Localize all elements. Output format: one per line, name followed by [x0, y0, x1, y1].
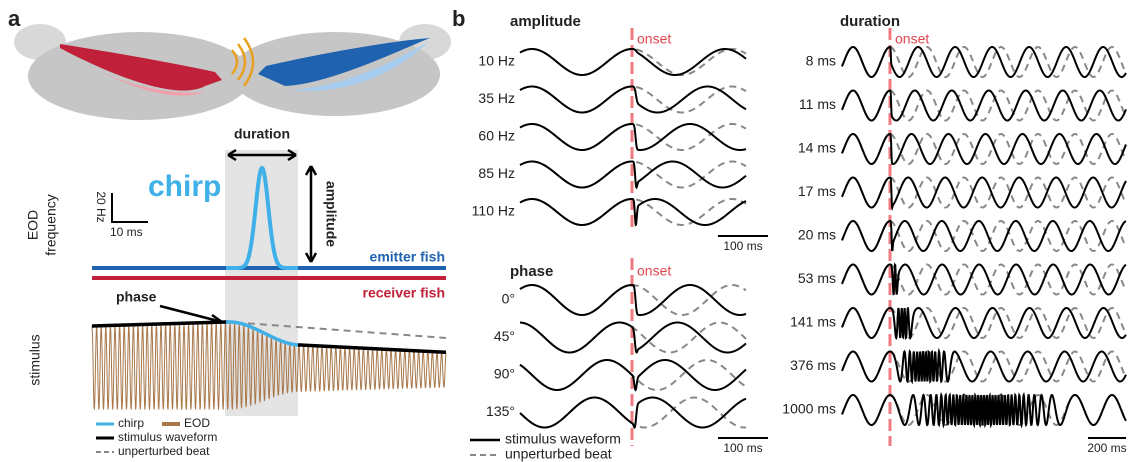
panel-title: phase: [510, 263, 553, 280]
amplitude-arrow: [306, 166, 316, 262]
row-label: 35 Hz: [478, 90, 515, 106]
row-label: 0°: [502, 291, 515, 307]
phase-label: phase: [116, 289, 157, 305]
panel-title: duration: [840, 13, 900, 30]
row-label: 14 ms: [798, 140, 836, 156]
legend-label: stimulus waveform: [118, 430, 217, 444]
row-label: 17 ms: [798, 183, 836, 199]
legend-label: unperturbed beat: [505, 446, 612, 462]
panel-label: b: [452, 6, 465, 31]
time-scale-label: 200 ms: [1087, 441, 1126, 455]
row-label: 135°: [486, 403, 515, 419]
row-label: 85 Hz: [478, 165, 515, 181]
legend: stimulus waveform unperturbed beat: [470, 431, 621, 462]
stimulus-waveform: [842, 221, 1126, 251]
time-scale-label: 100 ms: [723, 239, 762, 253]
receiver-label: receiver fish: [363, 285, 446, 301]
row-label: 376 ms: [790, 357, 836, 373]
waveform-panels: amplitude onset 10 Hz 35 Hz 60 Hz 85 Hz 110 Hz…: [472, 13, 1127, 455]
chirp-label: chirp: [148, 170, 221, 203]
panel-label: a: [8, 6, 21, 31]
y-label: EOD: [25, 210, 41, 240]
phase-arrow: [160, 306, 222, 323]
legend-label: chirp: [118, 416, 144, 430]
emitter-label: emitter fish: [370, 249, 445, 265]
row-label: 141 ms: [790, 314, 836, 330]
panel-title: amplitude: [510, 13, 581, 30]
row-label: 10 Hz: [478, 53, 515, 69]
amplitude-label: amplitude: [323, 181, 339, 247]
onset-label: onset: [637, 31, 671, 47]
stimulus-waveform: [842, 134, 1126, 164]
legend: chirp EOD stimulus waveform unperturbed …: [96, 416, 217, 458]
scale-y: 20 Hz: [94, 191, 108, 222]
row-label: 11 ms: [799, 96, 836, 112]
time-scale-label: 100 ms: [723, 441, 762, 455]
stimulus-waveform: [842, 352, 1126, 382]
figure: a duration amplitude 20 Hz 10 ms chirp E…: [0, 0, 1132, 462]
legend-label: unperturbed beat: [118, 444, 210, 458]
stimulus-waveform: [842, 308, 1126, 338]
stimulus-waveform: [842, 265, 1126, 295]
row-label: 90°: [494, 366, 515, 382]
scale-bar: [112, 193, 148, 222]
legend-label: EOD: [184, 416, 210, 430]
stimulus-waveform: [842, 47, 1126, 77]
row-label: 8 ms: [806, 53, 836, 69]
stimulus-label: stimulus: [27, 334, 43, 385]
onset-label: onset: [895, 31, 929, 47]
legend-label: stimulus waveform: [505, 431, 621, 447]
scale-x: 10 ms: [110, 225, 143, 239]
fish-illustration: [14, 24, 451, 120]
waveform-panel: phase onset 0° 45° 90° 135° 100 ms: [486, 258, 768, 455]
waveform-panel: amplitude onset 10 Hz 35 Hz 60 Hz 85 Hz 110 Hz…: [472, 13, 768, 253]
row-label: 1000 ms: [782, 401, 836, 417]
row-label: 53 ms: [798, 270, 836, 286]
row-label: 60 Hz: [478, 128, 515, 144]
row-label: 20 ms: [798, 227, 836, 243]
row-label: 45°: [494, 328, 515, 344]
stimulus-waveform: [842, 91, 1126, 121]
y-label: frequency: [43, 194, 59, 255]
stimulus-waveform: [842, 178, 1126, 208]
stimulus-waveform: [842, 395, 1126, 425]
duration-label: duration: [234, 126, 290, 142]
onset-label: onset: [637, 263, 671, 279]
row-label: 110 Hz: [472, 203, 515, 219]
